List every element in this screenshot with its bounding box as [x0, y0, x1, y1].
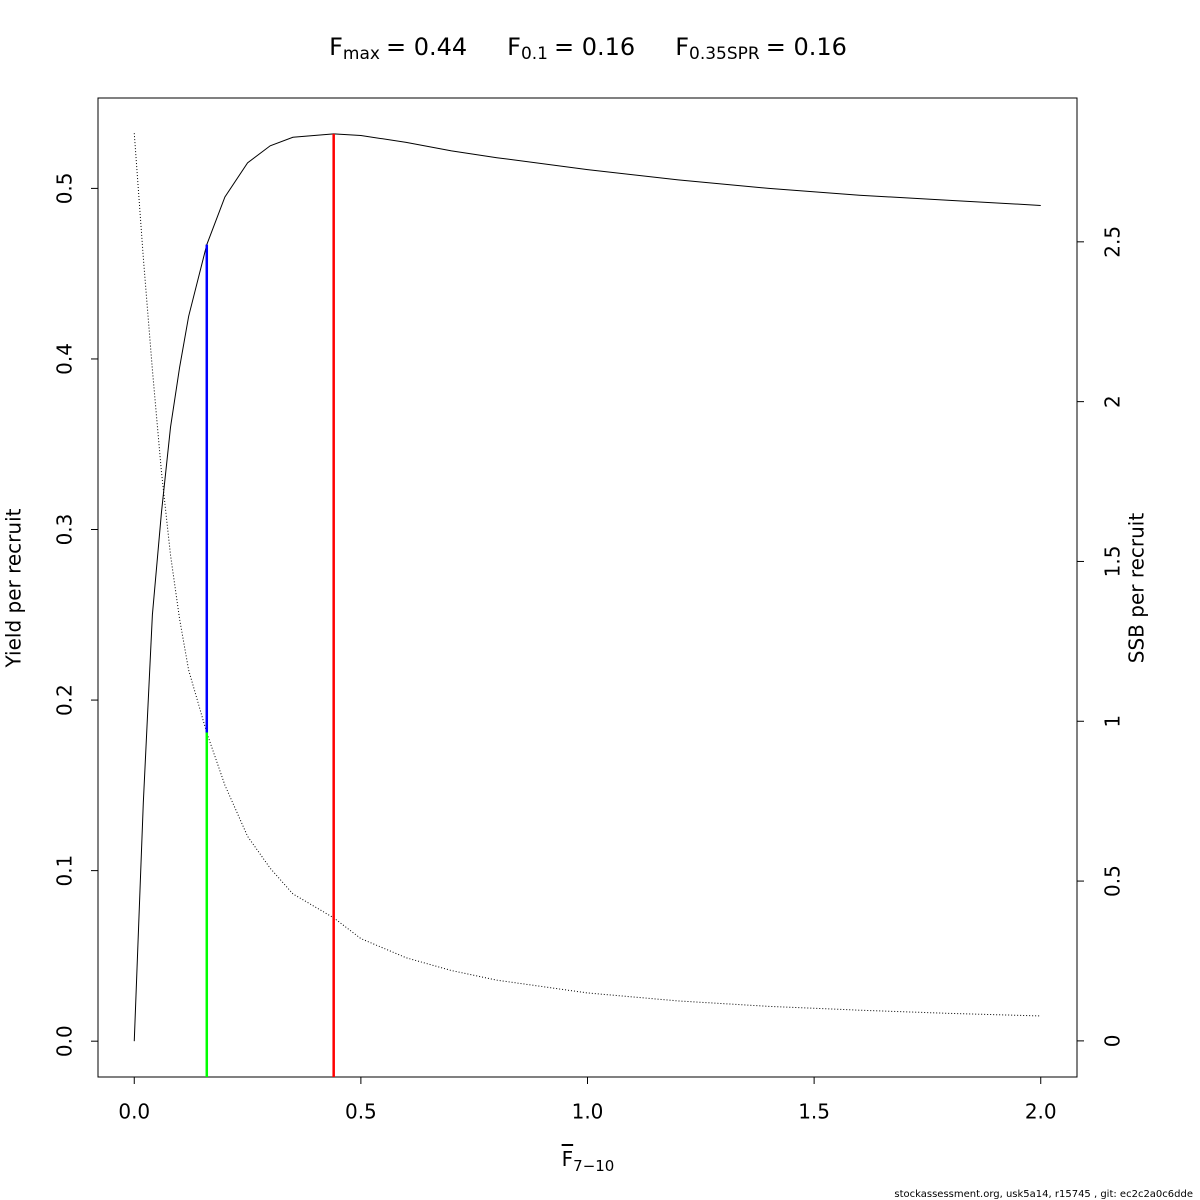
title-value: = 0.16 [554, 33, 635, 61]
y2-tick-label: 0.5 [1101, 865, 1125, 897]
y2-tick-label: 1 [1101, 715, 1125, 728]
title-subscript: 0.1 [521, 44, 548, 64]
y2-axis-label: SSB per recruit [1125, 513, 1149, 664]
title-symbol: F [507, 33, 521, 61]
footer: stockassessment.org, usk5a14, r15745 , g… [894, 1189, 1193, 1200]
chart-title: Fmax = 0.44 F0.1 = 0.16 F0.35SPR = 0.16 [329, 33, 847, 64]
title-subscript: 0.35SPR [689, 44, 760, 64]
x-label-subscript: 7−10 [573, 1157, 614, 1175]
y-tick-label: 0.2 [53, 684, 77, 716]
plot-frame [97, 97, 1078, 1078]
x-tick-label: 0.0 [118, 1100, 150, 1124]
x-tick-label: 1.0 [572, 1100, 604, 1124]
y2-tick-label: 2 [1101, 395, 1125, 408]
title-symbol: F [329, 33, 343, 61]
y-tick-label: 0.4 [53, 343, 77, 375]
y-tick-label: 0.0 [53, 1025, 77, 1057]
title-subscript: max [343, 44, 380, 64]
y-tick-label: 0.5 [53, 172, 77, 204]
x-tick-label: 2.0 [1025, 1100, 1057, 1124]
series-line [133, 133, 1041, 1042]
y2-tick-label: 1.5 [1101, 546, 1125, 578]
title-symbol: F [675, 33, 689, 61]
y2-tick-label: 0 [1101, 1035, 1125, 1048]
y2-tick-label: 2.5 [1101, 226, 1125, 258]
x-label-symbol: F [562, 1147, 574, 1171]
x-axis-label: F7−10 [562, 1147, 615, 1175]
title-value: = 0.16 [766, 33, 847, 61]
title-value: = 0.44 [386, 33, 467, 61]
series-line [133, 133, 1041, 1017]
x-tick-label: 1.5 [798, 1100, 830, 1124]
y-tick-label: 0.3 [53, 514, 77, 546]
y-tick-label: 0.1 [53, 855, 77, 887]
x-tick-label: 0.5 [345, 1100, 377, 1124]
y-axis-label: Yield per recruit [2, 508, 26, 668]
